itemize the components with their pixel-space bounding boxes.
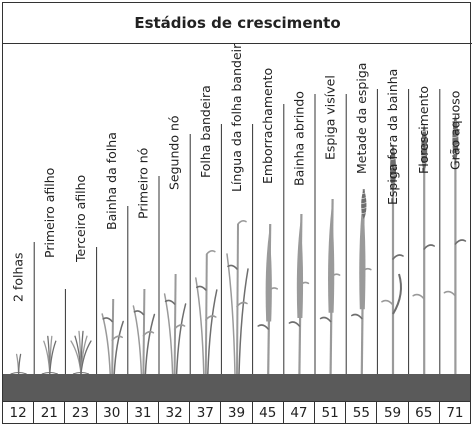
stage-label: Espiga fora da bainha	[385, 69, 400, 205]
stage-code: 65	[409, 402, 440, 423]
stage-label: Florescimento	[416, 86, 431, 174]
stage-label: Primeiro afilho	[42, 168, 57, 258]
stage-label: Língua da folha bandeira	[229, 44, 244, 192]
stage-label: Metade da espiga	[354, 63, 369, 174]
stage-label: Segundo nó	[167, 115, 182, 190]
stage-code: 47	[284, 402, 316, 423]
ear-out-icon	[381, 144, 404, 374]
stage-code: 71	[446, 404, 464, 421]
stage-label: Emborrachamento	[260, 68, 275, 184]
diagram-frame: Estádios de crescimento	[2, 2, 472, 424]
stage-code: 32	[159, 402, 191, 423]
stage-code: 31	[128, 402, 160, 423]
flag-leaf-icon	[195, 250, 218, 374]
stage-code: 37	[190, 402, 222, 423]
stage-label: Espiga visível	[323, 75, 338, 160]
stage-codes-row: 12 21 23 30 31 32 37 39 45 47 51 55 59 65 71	[3, 401, 470, 423]
stage-code: 45	[253, 402, 284, 423]
growth-stages-illustration: 2 folhas Primeiro afilho Terceiro afilho Ba…	[10, 44, 467, 374]
node-icon	[132, 288, 156, 374]
tiller-icon	[41, 335, 58, 374]
stage-label: 2 folhas	[11, 252, 26, 302]
stage-code: 30	[97, 402, 128, 423]
stage-label: Bainha da folha	[104, 132, 119, 230]
sheath-opening-icon	[288, 213, 310, 374]
stage-code: 23	[65, 402, 97, 423]
stage-label: Terceiro afilho	[73, 175, 88, 263]
seedling-icon	[10, 353, 27, 374]
flowering-icon	[412, 124, 435, 374]
half-ear-icon	[351, 188, 372, 374]
stage-label: Bainha abrindo	[291, 91, 306, 186]
stage-label: Grão aquoso	[447, 91, 462, 170]
stage-code: 12	[3, 402, 35, 423]
ear-visible-icon	[319, 198, 341, 374]
ligule-icon	[226, 220, 249, 374]
diagram-title: Estádios de crescimento	[3, 3, 472, 44]
stage-code: 55	[346, 402, 378, 423]
stage-label: Primeiro nó	[135, 148, 150, 219]
ground-bar	[3, 374, 470, 401]
tiller-icon	[70, 330, 92, 374]
leaf-sheath-icon	[101, 298, 124, 374]
stage-code: 59	[377, 402, 409, 423]
stage-code: 21	[34, 402, 66, 423]
stage-code: 51	[315, 402, 347, 423]
node-icon	[163, 273, 187, 374]
stage-label: Folha bandeira	[198, 85, 213, 178]
boot-icon	[257, 223, 278, 374]
stage-code: 39	[221, 402, 253, 423]
watery-grain-icon	[443, 114, 467, 374]
